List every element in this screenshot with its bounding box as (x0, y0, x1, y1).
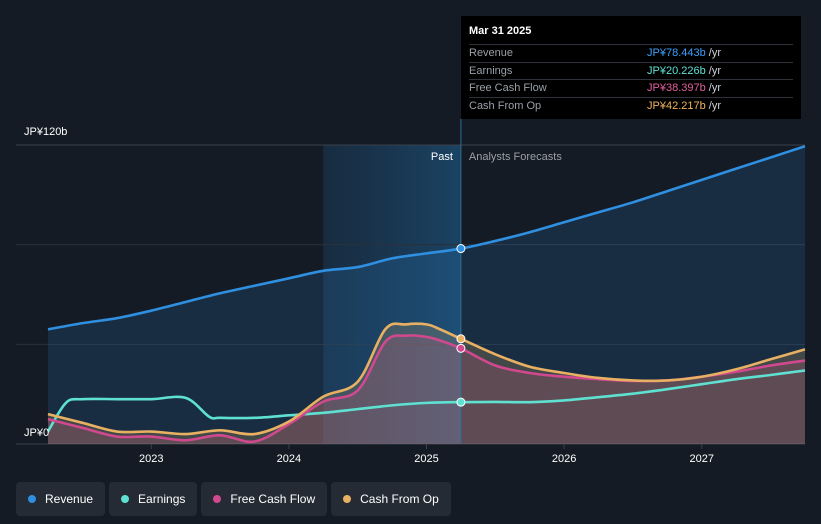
tooltip-value: JP¥78.443b (647, 47, 706, 59)
legend-item-cash-from-op[interactable]: Cash From Op (331, 482, 451, 516)
tooltip-label: Free Cash Flow (469, 82, 547, 94)
tooltip-value: JP¥20.226b (647, 64, 706, 77)
tooltip-label: Cash From Op (469, 99, 542, 112)
legend-label: Free Cash Flow (230, 492, 316, 506)
tooltip-label: Earnings (469, 64, 513, 77)
legend-label: Cash From Op (360, 492, 439, 506)
tooltip-label: Revenue (469, 47, 514, 59)
series-areas (48, 146, 805, 444)
line-earnings (46, 369, 806, 433)
area-revenue (48, 146, 805, 444)
x-tick-label: 2027 (690, 453, 714, 465)
y-axis-top-label: JP¥120b (24, 126, 67, 138)
x-tick-label: 2025 (414, 453, 438, 465)
marker-cash-from-op (456, 334, 466, 344)
tooltip: Mar 31 2025 Revenue JP¥78.443b /yr Earni… (461, 16, 801, 119)
x-tick-label: 2026 (552, 453, 576, 465)
tooltip-unit: /yr (705, 82, 721, 94)
tooltip-value: JP¥38.397b (647, 82, 706, 94)
legend-item-earnings[interactable]: Earnings (109, 482, 198, 516)
legend-item-revenue[interactable]: Revenue (16, 482, 106, 516)
legend-label: Earnings (138, 492, 186, 506)
tooltip-row-revenue: Revenue JP¥78.443b /yr (469, 44, 793, 62)
marker-free-cash-flow (456, 343, 466, 353)
legend-dot-icon (28, 495, 36, 503)
legend-label: Revenue (45, 492, 94, 506)
line-revenue (47, 145, 806, 331)
tooltip-unit: /yr (705, 64, 721, 77)
tooltip-unit: /yr (705, 47, 721, 59)
legend-dot-icon (343, 495, 352, 503)
area-cash-from-op (48, 323, 805, 444)
past-label: Past (431, 151, 453, 163)
tooltip-row-earnings: Earnings JP¥20.226b /yr (469, 61, 793, 80)
marker-revenue (456, 244, 466, 254)
line-cash-from-op (47, 322, 806, 436)
tooltip-row-cash-from-op: Cash From Op JP¥42.217b /yr (469, 96, 793, 115)
marker-earnings (456, 397, 466, 407)
gridlines (16, 144, 805, 445)
legend: Revenue Earnings Free Cash Flow Cash Fro… (16, 482, 451, 516)
past-region (323, 145, 461, 444)
tooltip-value: JP¥42.217b (647, 99, 706, 112)
legend-dot-icon (213, 495, 222, 503)
forecast-label: Analysts Forecasts (469, 151, 562, 163)
x-axis-ticks: 2023 2024 2025 2026 2027 (139, 444, 714, 465)
divider-markers (456, 244, 466, 407)
legend-dot-icon (121, 495, 130, 503)
area-free-cash-flow (48, 335, 805, 444)
x-tick-label: 2023 (139, 453, 163, 465)
series-lines (46, 145, 806, 444)
y-axis-bottom-label: JP¥0 (24, 427, 49, 439)
x-tick-label: 2024 (277, 453, 301, 465)
tooltip-date: Mar 31 2025 (469, 25, 532, 37)
tooltip-row-free-cash-flow: Free Cash Flow JP¥38.397b /yr (469, 79, 793, 97)
legend-item-free-cash-flow[interactable]: Free Cash Flow (201, 482, 328, 516)
tooltip-unit: /yr (705, 99, 721, 112)
